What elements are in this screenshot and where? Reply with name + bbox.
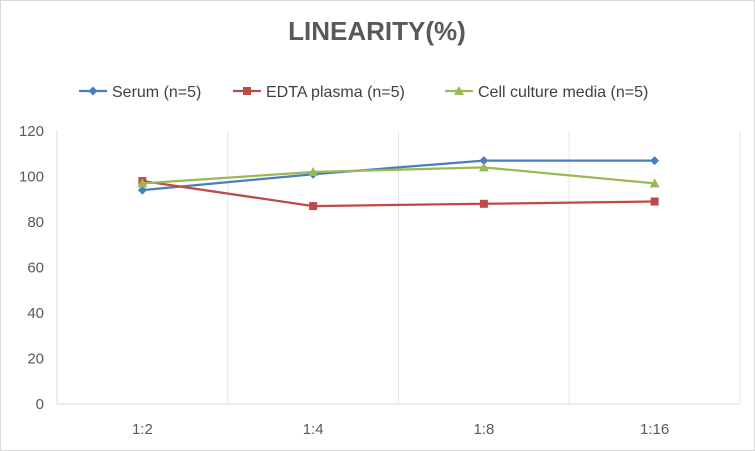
y-tick-label: 80 xyxy=(27,214,44,231)
legend: Serum (n=5) EDTA plasma (n=5) Cell culture… xyxy=(79,84,648,101)
x-axis-ticks: 1:2 1:4 1:8 1:16 xyxy=(132,421,669,438)
series xyxy=(137,162,660,188)
data-point xyxy=(650,156,660,166)
data-point xyxy=(137,185,147,195)
legend-item: Cell culture media (n=5) xyxy=(445,84,648,101)
data-point xyxy=(243,87,251,95)
data-point xyxy=(88,86,98,96)
series-group xyxy=(137,156,660,211)
data-point xyxy=(308,166,319,176)
legend-label: EDTA plasma (n=5) xyxy=(266,84,405,101)
data-point xyxy=(650,197,659,206)
y-tick-label: 120 xyxy=(19,123,44,140)
y-tick-label: 0 xyxy=(36,396,44,413)
data-point xyxy=(479,199,488,208)
data-point xyxy=(649,178,660,188)
x-tick-label: 1:8 xyxy=(473,421,494,438)
series-line xyxy=(142,166,655,185)
x-tick-label: 1:4 xyxy=(303,421,324,438)
y-tick-label: 40 xyxy=(27,305,44,322)
series-line xyxy=(142,159,655,192)
data-point xyxy=(454,86,464,95)
y-tick-label: 20 xyxy=(27,351,44,368)
data-point xyxy=(309,202,318,211)
axes xyxy=(56,131,740,405)
x-tick-label: 1:2 xyxy=(132,421,153,438)
legend-item: EDTA plasma (n=5) xyxy=(233,84,405,101)
data-point xyxy=(137,178,148,188)
y-tick-label: 60 xyxy=(27,260,44,277)
legend-label: Cell culture media (n=5) xyxy=(478,84,648,101)
chart-title: LINEARITY(%) xyxy=(288,16,466,46)
gridlines xyxy=(227,131,741,404)
series-line xyxy=(142,179,655,208)
data-point xyxy=(479,156,489,166)
y-axis-ticks: 0 20 40 60 80 100 120 xyxy=(19,123,44,413)
data-point xyxy=(478,162,489,172)
legend-label: Serum (n=5) xyxy=(112,84,201,101)
legend-item: Serum (n=5) xyxy=(79,84,201,101)
x-tick-label: 1:16 xyxy=(640,421,669,438)
y-tick-label: 100 xyxy=(19,169,44,186)
